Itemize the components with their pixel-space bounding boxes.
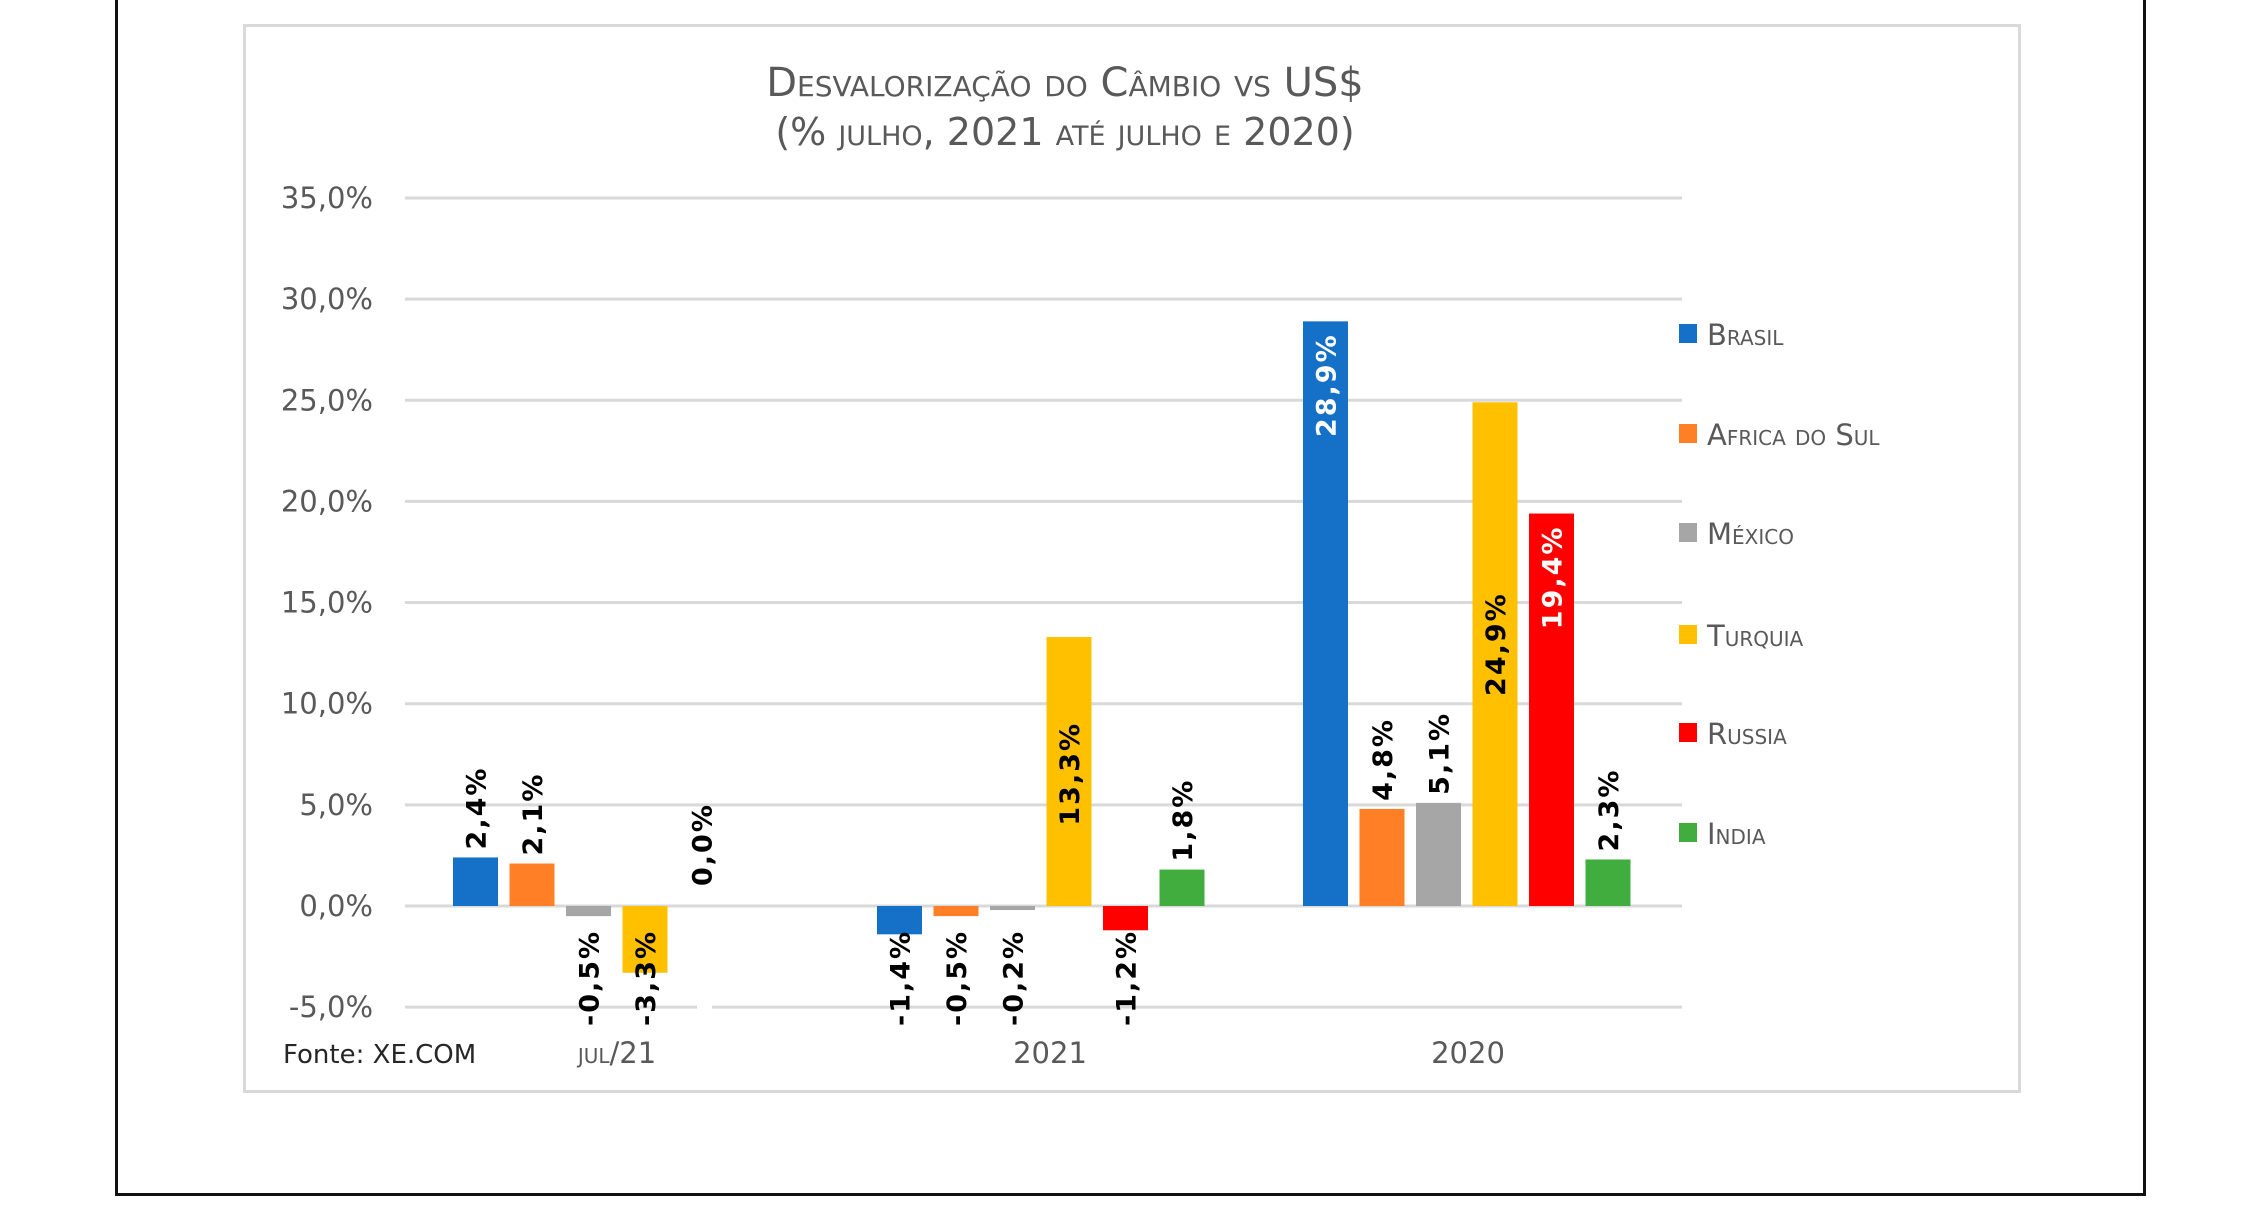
x-axis-ticks: jul/21 2021 2020 bbox=[576, 1036, 1505, 1070]
data-label: 24,9% bbox=[1481, 592, 1512, 696]
bar-brasil-0 bbox=[453, 857, 498, 906]
data-label: 13,3% bbox=[1055, 722, 1086, 826]
data-labels: 2,4% -1,4% 28,9% 2,1% -0,5% 4,8% -0,5% -0,2% 5,1… bbox=[462, 333, 1626, 1026]
data-label: 19,4% bbox=[1538, 526, 1569, 630]
y-tick-label: 30,0% bbox=[281, 282, 373, 316]
data-label: -3,3% bbox=[631, 930, 662, 1026]
y-tick-label: 15,0% bbox=[281, 586, 373, 620]
bar-india-2 bbox=[1585, 859, 1631, 906]
legend: Brasil Africa do Sul México Turquia Russia In… bbox=[1679, 318, 1880, 851]
y-tick-label: -5,0% bbox=[289, 990, 373, 1024]
legend-item-russia[interactable]: Russia bbox=[1679, 717, 1787, 751]
legend-item-africa-do-sul[interactable]: Africa do Sul bbox=[1679, 418, 1880, 452]
gridlines bbox=[405, 196, 1682, 1009]
legend-label: Brasil bbox=[1707, 318, 1784, 352]
outer-frame bbox=[115, 0, 2146, 1196]
legend-item-india[interactable]: India bbox=[1679, 817, 1766, 851]
legend-label: Russia bbox=[1707, 717, 1787, 751]
y-tick-label: 5,0% bbox=[299, 788, 373, 822]
legend-label: Turquia bbox=[1706, 619, 1804, 653]
bar-brasil-2 bbox=[1303, 321, 1348, 906]
legend-swatch bbox=[1679, 823, 1697, 842]
chart-area bbox=[243, 24, 2021, 1093]
bar-africa-do-sul-0 bbox=[509, 863, 555, 906]
legend-label: India bbox=[1707, 817, 1766, 851]
bar-india-1 bbox=[1159, 869, 1205, 906]
data-label: -1,2% bbox=[1112, 930, 1143, 1026]
legend-label: Africa do Sul bbox=[1707, 418, 1880, 452]
data-label: 0,0% bbox=[688, 803, 719, 886]
data-label: -0,5% bbox=[575, 930, 606, 1026]
data-label: 2,4% bbox=[462, 767, 493, 850]
x-tick-label: 2020 bbox=[1431, 1036, 1505, 1070]
data-label: 28,9% bbox=[1312, 333, 1343, 437]
data-label: 2,3% bbox=[1594, 769, 1625, 852]
legend-swatch bbox=[1679, 625, 1697, 644]
bar-méxico-0 bbox=[566, 906, 611, 917]
x-tick-label: 2021 bbox=[1013, 1036, 1087, 1070]
data-label: 4,8% bbox=[1368, 718, 1399, 801]
data-label: -1,4% bbox=[886, 930, 917, 1026]
y-tick-label: 35,0% bbox=[281, 181, 373, 215]
x-tick-label: jul/21 bbox=[576, 1036, 656, 1070]
bar-africa-do-sul-2 bbox=[1359, 808, 1405, 906]
legend-item-méxico[interactable]: México bbox=[1679, 517, 1794, 551]
y-tick-label: 20,0% bbox=[281, 484, 373, 518]
bar-russia-1 bbox=[1103, 906, 1148, 931]
bar-turquia-1 bbox=[1046, 636, 1092, 906]
bar-turquia-0 bbox=[622, 906, 668, 973]
legend-item-brasil[interactable]: Brasil bbox=[1679, 318, 1784, 352]
data-label: -0,2% bbox=[999, 930, 1030, 1026]
data-label: 5,1% bbox=[1425, 712, 1456, 795]
bars bbox=[453, 321, 1631, 973]
y-tick-label: 10,0% bbox=[281, 687, 373, 721]
y-tick-label: 25,0% bbox=[281, 383, 373, 417]
data-label: 1,8% bbox=[1168, 779, 1199, 862]
legend-label: México bbox=[1707, 517, 1794, 551]
bar-turquia-2 bbox=[1472, 402, 1518, 906]
bar-méxico-2 bbox=[1416, 802, 1461, 906]
legend-swatch bbox=[1679, 424, 1697, 443]
chart-subtitle: (% julho, 2021 até julho e 2020) bbox=[775, 110, 1354, 154]
legend-item-turquia[interactable]: Turquia bbox=[1679, 619, 1804, 653]
bar-méxico-1 bbox=[990, 906, 1035, 911]
source-note: Fonte: XE.COM bbox=[283, 1040, 476, 1070]
y-tick-label: 0,0% bbox=[299, 889, 373, 923]
legend-swatch bbox=[1679, 523, 1697, 542]
bar-russia-2 bbox=[1529, 513, 1574, 906]
data-label: 2,1% bbox=[518, 773, 549, 856]
y-axis-ticks: 35,0% 30,0% 25,0% 20,0% 15,0% 10,0% 5,0% 0,0% -5… bbox=[281, 181, 373, 1024]
chart-title: Desvalorização do Câmbio vs US$ bbox=[766, 60, 1363, 106]
legend-swatch bbox=[1679, 723, 1697, 742]
legend-swatch bbox=[1679, 324, 1697, 343]
bar-africa-do-sul-1 bbox=[933, 906, 979, 917]
bar-brasil-1 bbox=[877, 906, 922, 935]
data-label: -0,5% bbox=[942, 930, 973, 1026]
